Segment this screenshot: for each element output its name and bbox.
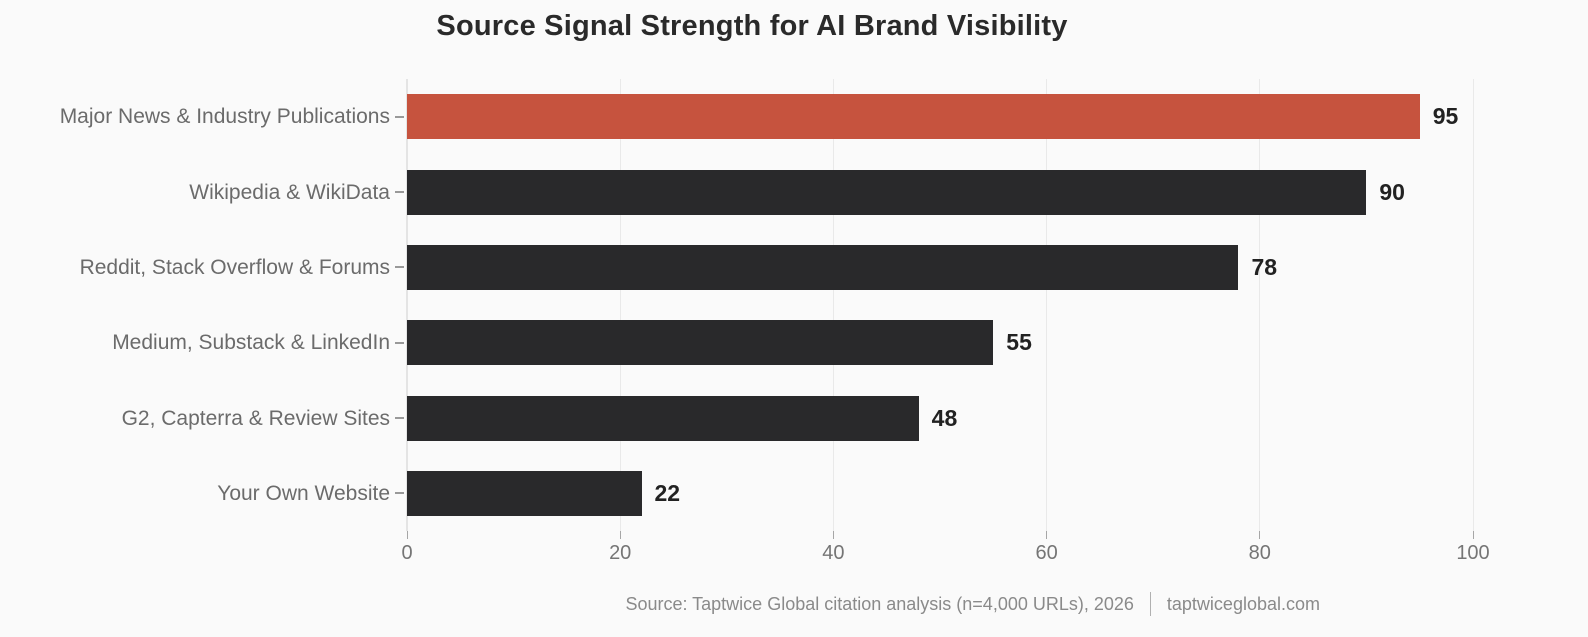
gridline-x-80 [1259,79,1261,531]
x-axis-tick-20 [619,531,621,539]
bar-6 [407,470,642,516]
category-label: Major News & Industry Publications [59,105,390,129]
category-label: Wikipedia & WikiData [189,180,390,204]
x-axis-tick-label-40: 40 [822,542,845,564]
bar-value-label: 55 [1006,329,1032,356]
x-axis-tick-label-80: 80 [1248,542,1271,564]
plot-area: 95 90 78 55 48 22 [406,79,1474,531]
gridline-x-60 [1046,79,1048,531]
gridline-x-40 [832,79,834,531]
bar-value-label: 22 [654,479,681,506]
x-axis-tick-100 [1472,531,1474,539]
bar-value-label: 78 [1251,253,1278,280]
x-axis-tick-label-60: 60 [1035,542,1058,564]
x-axis-tick-label-20: 20 [609,542,632,564]
x-axis-tick-80 [1259,531,1261,539]
y-axis-line [406,79,408,531]
bar-value-label: 95 [1432,103,1459,130]
chart-title: Source Signal Strength for AI Brand Visi… [436,10,1068,42]
x-axis-tick-label-100: 100 [1456,542,1490,564]
bar-4 [407,320,994,366]
bar-1 [407,94,1420,140]
category-tick [395,492,404,495]
category-tick [395,266,404,269]
x-axis-tick-0 [406,531,408,539]
category-tick [395,115,404,118]
category-label: G2, Capterra & Review Sites [121,406,390,430]
category-label: Your Own Website [217,481,390,505]
bar-value-label: 48 [931,404,958,431]
source-caption: Source: Taptwice Global citation analysi… [625,592,1320,616]
bar-2 [407,169,1367,215]
x-axis-tick-40 [832,531,834,539]
x-axis-tick-60 [1046,531,1048,539]
gridline-x-20 [619,79,621,531]
category-label: Reddit, Stack Overflow & Forums [79,255,390,279]
category-tick [395,191,404,193]
source-website: taptwiceglobal.com [1166,593,1320,614]
category-tick [395,341,404,344]
category-tick [395,417,404,419]
x-axis-tick-label-0: 0 [401,542,413,564]
source-divider-line [1149,592,1151,616]
gridline-x-100 [1472,79,1474,531]
bar-5 [407,395,919,441]
source-text: Source: Taptwice Global citation analysi… [625,593,1134,614]
bar-value-label: 90 [1379,178,1405,205]
category-label: Medium, Substack & LinkedIn [112,331,390,355]
bar-3 [407,244,1239,290]
